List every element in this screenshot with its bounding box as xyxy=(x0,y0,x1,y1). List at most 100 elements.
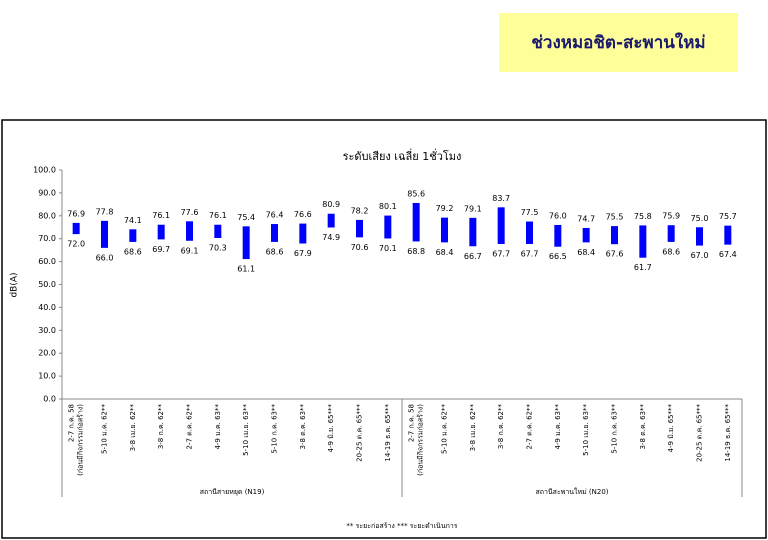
chart-frame xyxy=(1,119,767,539)
value-label: 61.1 xyxy=(237,265,255,274)
value-label: 78.2 xyxy=(351,206,369,215)
value-label: 68.6 xyxy=(266,247,284,256)
range-bar xyxy=(129,229,137,242)
x-tick-label: 2-7 ต.ค. 62** xyxy=(526,404,534,450)
range-bar xyxy=(242,226,250,260)
range-bar xyxy=(497,207,505,244)
x-tick-label: 5-10 เม.ย. 63** xyxy=(582,404,590,456)
y-tick-label: 100.0 xyxy=(33,166,56,175)
range-bar xyxy=(639,225,647,258)
range-bar xyxy=(101,220,108,248)
value-label: 77.5 xyxy=(521,208,539,217)
value-label: 68.6 xyxy=(124,247,142,256)
value-label: 68.4 xyxy=(577,248,595,257)
x-tick-label: 5-10 ม.ค. 62** xyxy=(101,404,109,454)
value-label: 79.2 xyxy=(436,204,454,213)
value-label: 74.7 xyxy=(577,214,595,223)
value-label: 70.1 xyxy=(379,244,397,253)
value-label: 76.1 xyxy=(209,211,227,220)
y-axis-label: dB(A) xyxy=(10,272,20,297)
group-label: สถานีสะพานใหม่ (N20) xyxy=(535,487,608,496)
value-label: 70.3 xyxy=(209,244,227,253)
value-label: 76.4 xyxy=(266,211,284,220)
value-label: 67.4 xyxy=(719,250,737,259)
chart-title: ระดับเสียง เฉลี่ย 1ชั่วโมง xyxy=(343,148,462,163)
range-bar xyxy=(554,224,562,247)
value-label: 80.1 xyxy=(379,202,397,211)
value-label: 75.0 xyxy=(691,214,709,223)
value-label: 67.6 xyxy=(606,250,624,259)
range-bar xyxy=(186,221,193,241)
value-label: 61.7 xyxy=(634,263,652,272)
value-label: 85.6 xyxy=(407,189,425,198)
range-bar xyxy=(327,213,335,228)
value-label: 68.6 xyxy=(662,247,680,256)
value-label: 75.4 xyxy=(237,213,255,222)
value-label: 76.6 xyxy=(294,210,312,219)
x-tick-label: 2-7 ก.ค. 58(ก่อนมีกิจกรรมก่อสร้าง) xyxy=(68,404,85,476)
range-bar xyxy=(384,215,392,239)
range-bar xyxy=(214,224,222,239)
range-bar xyxy=(582,227,590,243)
x-tick-label: 3-8 ต.ค. 63** xyxy=(299,404,307,450)
x-tick-label: 4-9 มิ.ย. 65*** xyxy=(667,404,675,453)
header-title: ช่วงหมอชิต-สะพานใหม่ xyxy=(499,13,738,72)
y-tick-label: 90.0 xyxy=(38,188,56,197)
group-label: สถานีสายหยุด (N19) xyxy=(200,488,265,496)
range-bar xyxy=(299,223,307,244)
x-tick-label: 4-9 มิ.ย. 65*** xyxy=(327,404,335,453)
value-label: 77.8 xyxy=(96,207,114,216)
value-label: 72.0 xyxy=(67,240,85,249)
x-tick-label: 3-8 เม.ย. 62** xyxy=(469,404,477,452)
value-label: 75.5 xyxy=(606,213,624,222)
value-label: 83.7 xyxy=(492,194,510,203)
range-bar xyxy=(356,219,363,238)
range-bar xyxy=(667,225,675,242)
x-tick-label: 14-19 ธ.ค. 65*** xyxy=(384,404,392,462)
y-tick-label: 0.0 xyxy=(43,395,56,404)
x-tick-label: 5-10 ม.ค. 62** xyxy=(441,404,449,454)
value-label: 67.9 xyxy=(294,249,312,258)
value-label: 67.7 xyxy=(492,249,510,258)
x-tick-label: 5-10 ก.ค. 63** xyxy=(611,404,619,454)
x-tick-label: 3-8 ต.ค. 63** xyxy=(639,404,647,450)
range-bar xyxy=(441,217,448,243)
value-label: 69.7 xyxy=(152,245,170,254)
value-label: 67.0 xyxy=(691,251,709,260)
x-tick-label: 14-19 ธ.ค. 65*** xyxy=(724,404,732,462)
range-bar xyxy=(72,222,80,235)
value-label: 75.8 xyxy=(634,212,652,221)
x-tick-label: 20-25 ต.ค. 65*** xyxy=(356,404,364,462)
value-label: 68.8 xyxy=(407,247,425,256)
value-label: 77.6 xyxy=(181,208,199,217)
value-label: 68.4 xyxy=(436,248,454,257)
value-label: 76.9 xyxy=(67,209,85,218)
y-tick-label: 10.0 xyxy=(38,372,56,381)
x-tick-label: 3-8 เม.ย. 62** xyxy=(129,404,137,452)
y-tick-label: 40.0 xyxy=(38,303,56,312)
value-label: 80.9 xyxy=(322,200,340,209)
value-label: 75.9 xyxy=(662,212,680,221)
x-tick-label: 20-25 ต.ค. 65*** xyxy=(696,404,704,462)
x-tick-label: 3-8 ก.ค. 62** xyxy=(157,404,165,450)
x-tick-label: 4-9 ม.ค. 63** xyxy=(554,404,562,450)
value-label: 76.0 xyxy=(549,211,567,220)
value-label: 69.1 xyxy=(181,246,199,255)
value-label: 66.5 xyxy=(549,252,567,261)
y-tick-label: 20.0 xyxy=(38,349,56,358)
value-label: 70.6 xyxy=(351,243,369,252)
x-tick-label: 5-10 ก.ค. 63** xyxy=(271,404,279,454)
value-label: 74.1 xyxy=(124,216,142,225)
footnote: ** ระยะก่อสร้าง *** ระยะดำเนินการ xyxy=(346,522,457,530)
range-bar xyxy=(611,226,618,245)
x-tick-label: 2-7 ก.ค. 58(ก่อนมีกิจกรรมก่อสร้าง) xyxy=(408,404,425,476)
range-bar xyxy=(157,224,165,240)
y-tick-label: 70.0 xyxy=(38,234,56,243)
x-tick-label: 4-9 ม.ค. 63** xyxy=(214,404,222,450)
value-label: 79.1 xyxy=(464,204,482,213)
y-tick-label: 30.0 xyxy=(38,326,56,335)
x-tick-label: 3-8 ก.ค. 62** xyxy=(497,404,505,450)
value-label: 66.0 xyxy=(96,253,114,262)
